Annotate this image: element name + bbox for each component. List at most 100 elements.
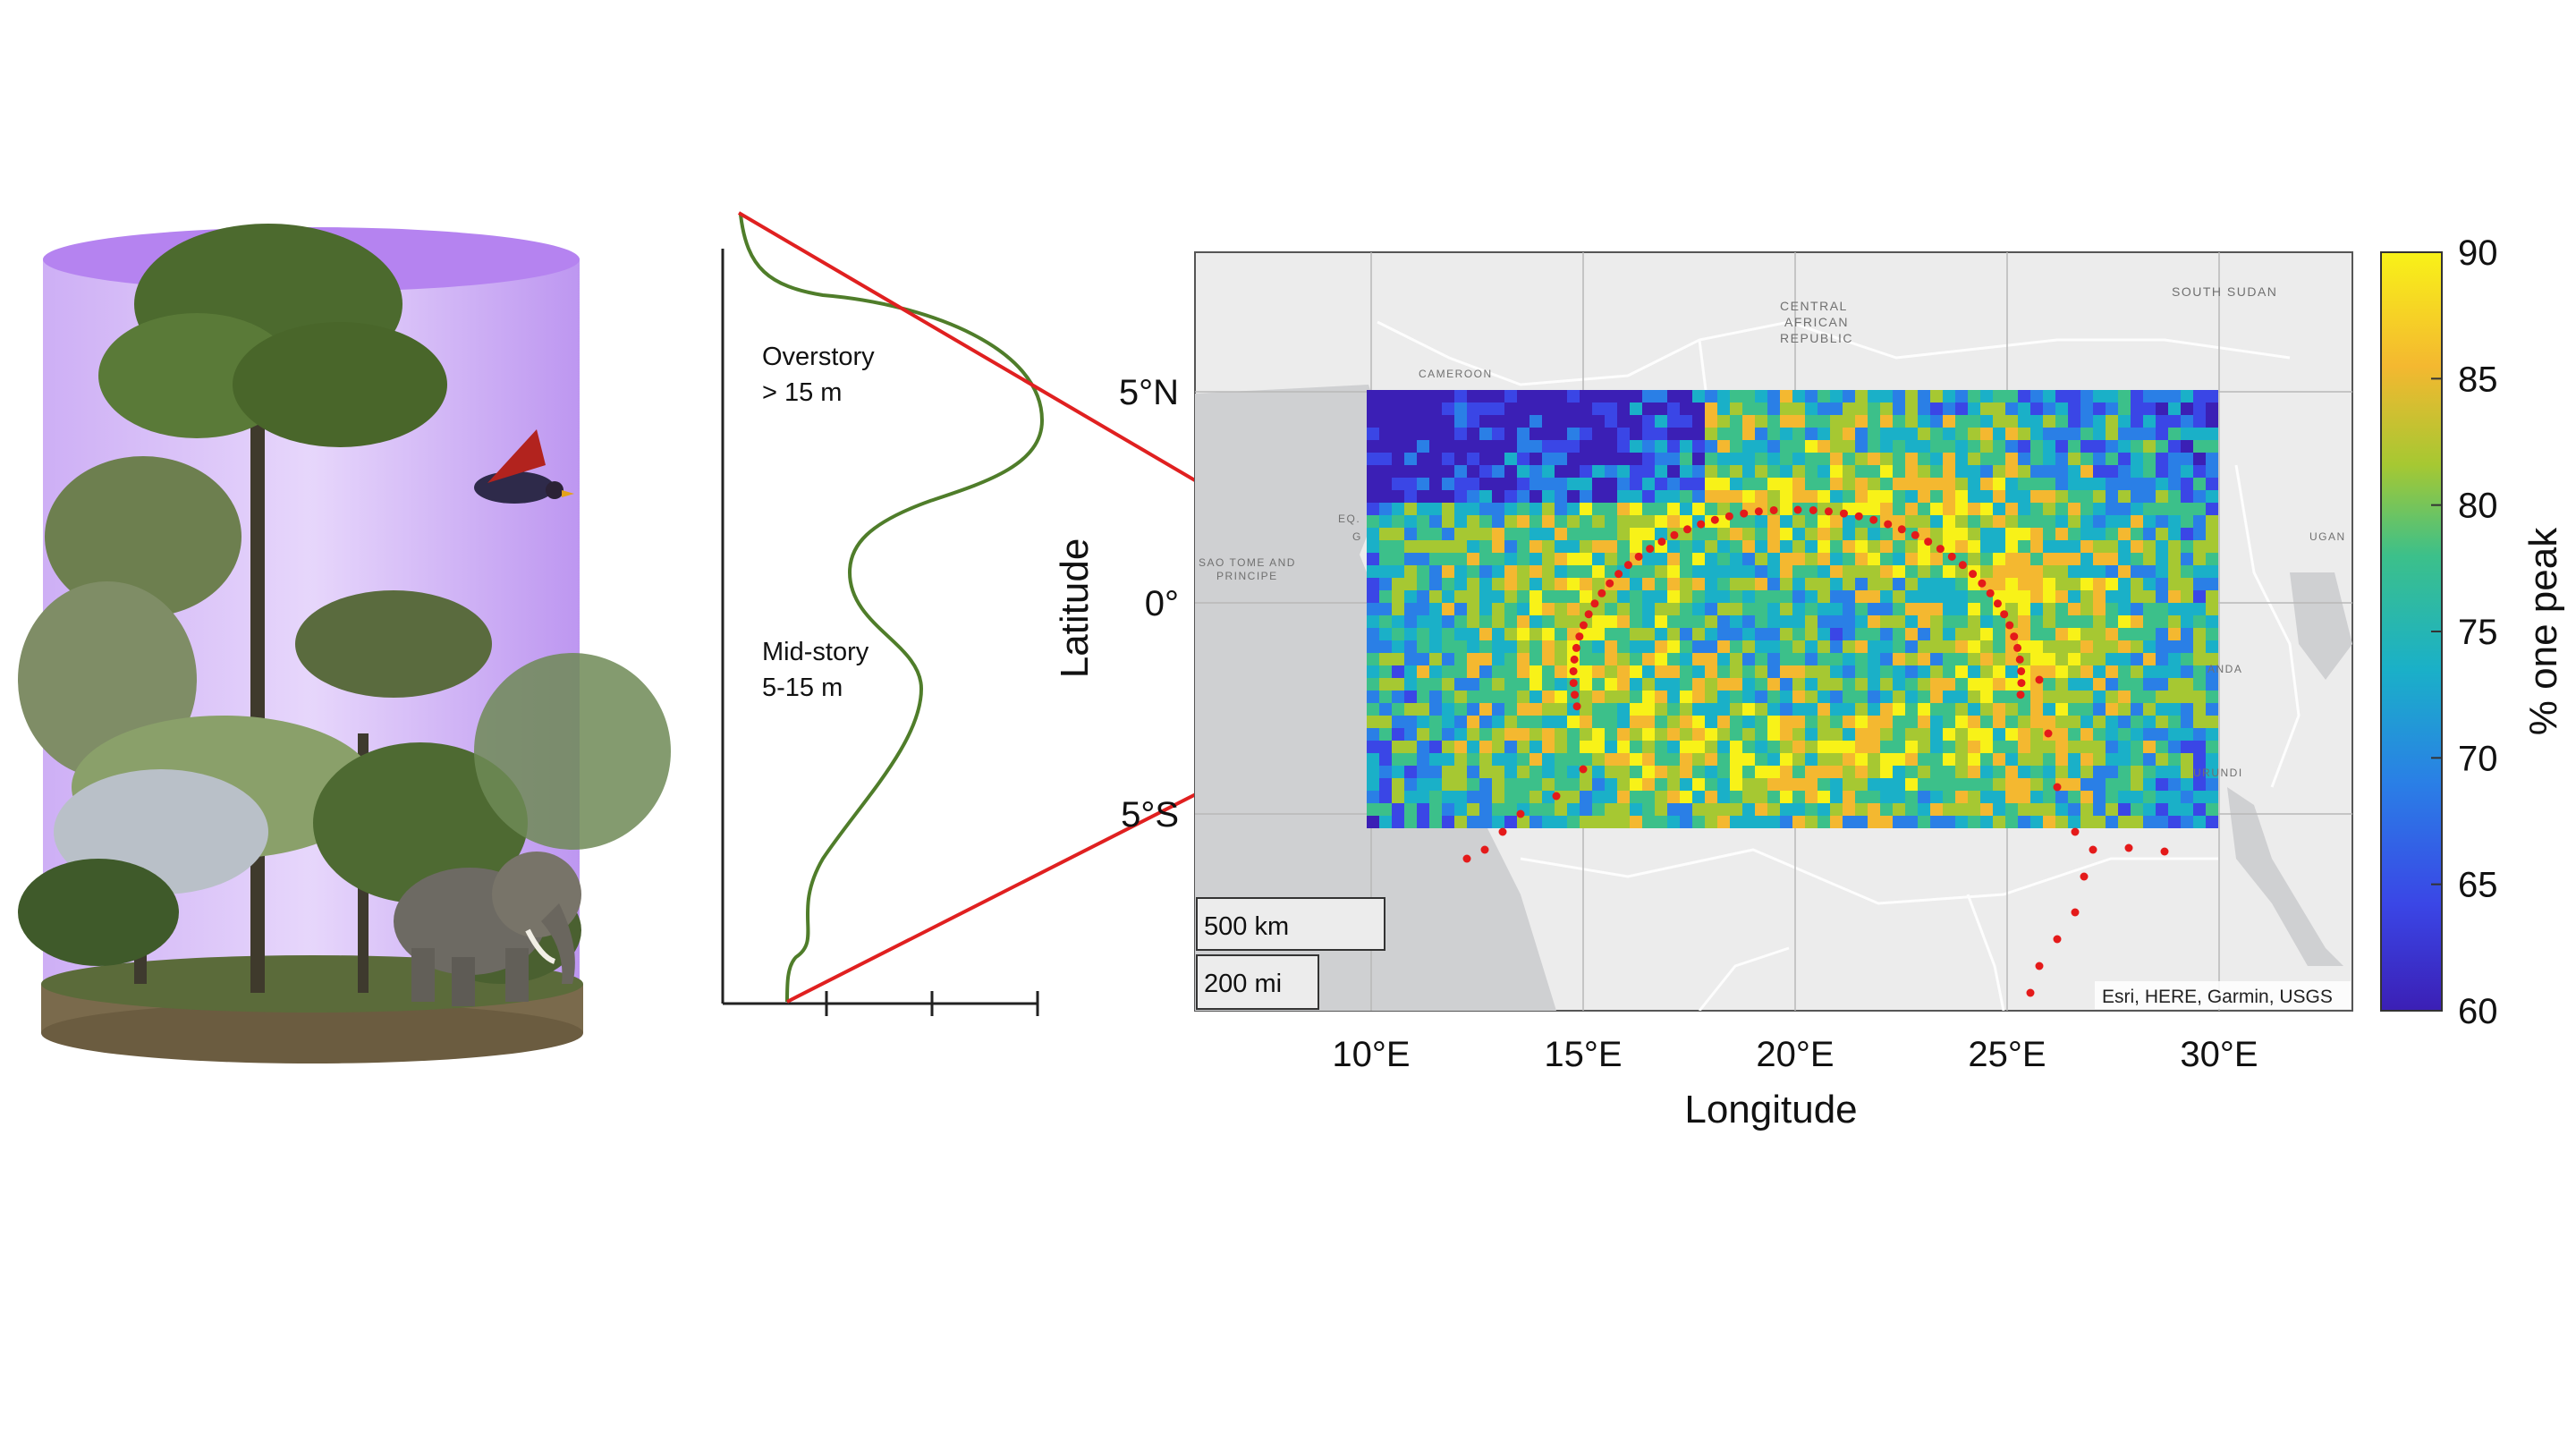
heatmap-cell xyxy=(1968,578,1980,590)
heatmap-cell xyxy=(1805,440,1818,453)
heatmap-cell xyxy=(2118,578,2131,590)
heatmap-cell xyxy=(1818,528,1830,540)
heatmap-cell xyxy=(1680,515,1692,528)
heatmap-cell xyxy=(1429,728,1442,741)
heatmap-cell xyxy=(2156,503,2168,515)
heatmap-cell xyxy=(2106,640,2118,653)
heatmap-cell xyxy=(1930,628,1943,640)
heatmap-cell xyxy=(2206,453,2218,465)
heatmap-cell xyxy=(2181,528,2193,540)
heatmap-cell xyxy=(1567,440,1580,453)
heatmap-cell xyxy=(1792,791,1805,803)
heatmap-cell xyxy=(2206,728,2218,741)
heatmap-cell xyxy=(1855,478,1868,490)
heatmap-cell xyxy=(2193,665,2206,678)
scale-mi-label: 200 mi xyxy=(1204,970,1282,998)
heatmap-cell xyxy=(2080,803,2093,816)
heatmap-cell xyxy=(1980,490,1993,503)
heatmap-cell xyxy=(1530,528,1542,540)
heatmap-cell xyxy=(1980,716,1993,728)
heatmap-cell xyxy=(1818,816,1830,828)
heatmap-cell xyxy=(1530,590,1542,603)
heatmap-cell xyxy=(2131,428,2143,440)
heatmap-cell xyxy=(1555,503,1567,515)
heatmap-cell xyxy=(1605,428,1617,440)
heatmap-cell xyxy=(2143,415,2156,428)
heatmap-cell xyxy=(1517,415,1530,428)
heatmap-cell xyxy=(2093,478,2106,490)
heatmap-cell xyxy=(2193,453,2206,465)
heatmap-cell xyxy=(1504,528,1517,540)
heatmap-cell xyxy=(1680,440,1692,453)
heatmap-cell xyxy=(1843,766,1855,778)
heatmap-cell xyxy=(1805,578,1818,590)
heatmap-cell xyxy=(2093,703,2106,716)
heatmap-cell xyxy=(1780,528,1792,540)
heatmap-cell xyxy=(1968,778,1980,791)
heatmap-cell xyxy=(2118,553,2131,565)
heatmap-cell xyxy=(1429,453,1442,465)
heatmap-cell xyxy=(1918,741,1930,753)
heatmap-cell xyxy=(1843,778,1855,791)
heatmap-cell xyxy=(1592,703,1605,716)
heatmap-cell xyxy=(1843,565,1855,578)
heatmap-cell xyxy=(2068,390,2080,402)
heatmap-cell xyxy=(1730,540,1742,553)
heatmap-cell xyxy=(1755,716,1767,728)
heatmap-cell xyxy=(1542,703,1555,716)
heatmap-cell xyxy=(1968,515,1980,528)
heatmap-cell xyxy=(1580,653,1592,665)
boundary-dot xyxy=(1498,827,1507,836)
heatmap-cell xyxy=(1555,490,1567,503)
heatmap-cell xyxy=(1567,615,1580,628)
heatmap-cell xyxy=(1617,490,1630,503)
heatmap-cell xyxy=(2156,678,2168,691)
heatmap-cell xyxy=(1442,816,1454,828)
heatmap-cell xyxy=(2181,465,2193,478)
heatmap-cell xyxy=(1868,678,1880,691)
heatmap-cell xyxy=(1755,590,1767,603)
heatmap-cell xyxy=(1680,490,1692,503)
heatmap-cell xyxy=(1467,766,1479,778)
heatmap-cell xyxy=(1442,390,1454,402)
heatmap-cell xyxy=(1479,791,1492,803)
heatmap-cell xyxy=(1479,665,1492,678)
heatmap-cell xyxy=(1730,490,1742,503)
heatmap-cell xyxy=(1742,703,1755,716)
heatmap-cell xyxy=(1442,478,1454,490)
heatmap-cell xyxy=(1580,640,1592,653)
heatmap-cell xyxy=(2106,816,2118,828)
heatmap-cell xyxy=(1980,678,1993,691)
heatmap-cell xyxy=(1479,628,1492,640)
heatmap-cell xyxy=(1454,415,1467,428)
heatmap-cell xyxy=(1918,565,1930,578)
heatmap-cell xyxy=(2143,565,2156,578)
heatmap-cell xyxy=(1404,691,1417,703)
heatmap-cell xyxy=(1880,440,1893,453)
heatmap-cell xyxy=(1968,453,1980,465)
heatmap-cell xyxy=(1392,440,1404,453)
heatmap-cell xyxy=(1367,415,1379,428)
heatmap-cell xyxy=(2030,778,2043,791)
heatmap-cell xyxy=(1404,766,1417,778)
heatmap-cell xyxy=(1680,803,1692,816)
heatmap-cell xyxy=(1454,553,1467,565)
heatmap-cell xyxy=(1918,465,1930,478)
heatmap-cell xyxy=(1367,440,1379,453)
heatmap-cell xyxy=(1905,653,1918,665)
heatmap-cell xyxy=(1517,578,1530,590)
heatmap-cell xyxy=(2068,590,2080,603)
heatmap-cell xyxy=(1818,766,1830,778)
heatmap-cell xyxy=(2193,465,2206,478)
heatmap-cell xyxy=(1592,465,1605,478)
heatmap-cell xyxy=(1630,766,1642,778)
heatmap-cell xyxy=(1442,691,1454,703)
heatmap-cell xyxy=(1955,515,1968,528)
heatmap-cell xyxy=(2005,428,2018,440)
boundary-dot xyxy=(2017,679,2026,688)
heatmap-cell xyxy=(1792,565,1805,578)
heatmap-cell xyxy=(1504,490,1517,503)
heatmap-cell xyxy=(1930,741,1943,753)
heatmap-cell xyxy=(2193,615,2206,628)
heatmap-cell xyxy=(1467,728,1479,741)
